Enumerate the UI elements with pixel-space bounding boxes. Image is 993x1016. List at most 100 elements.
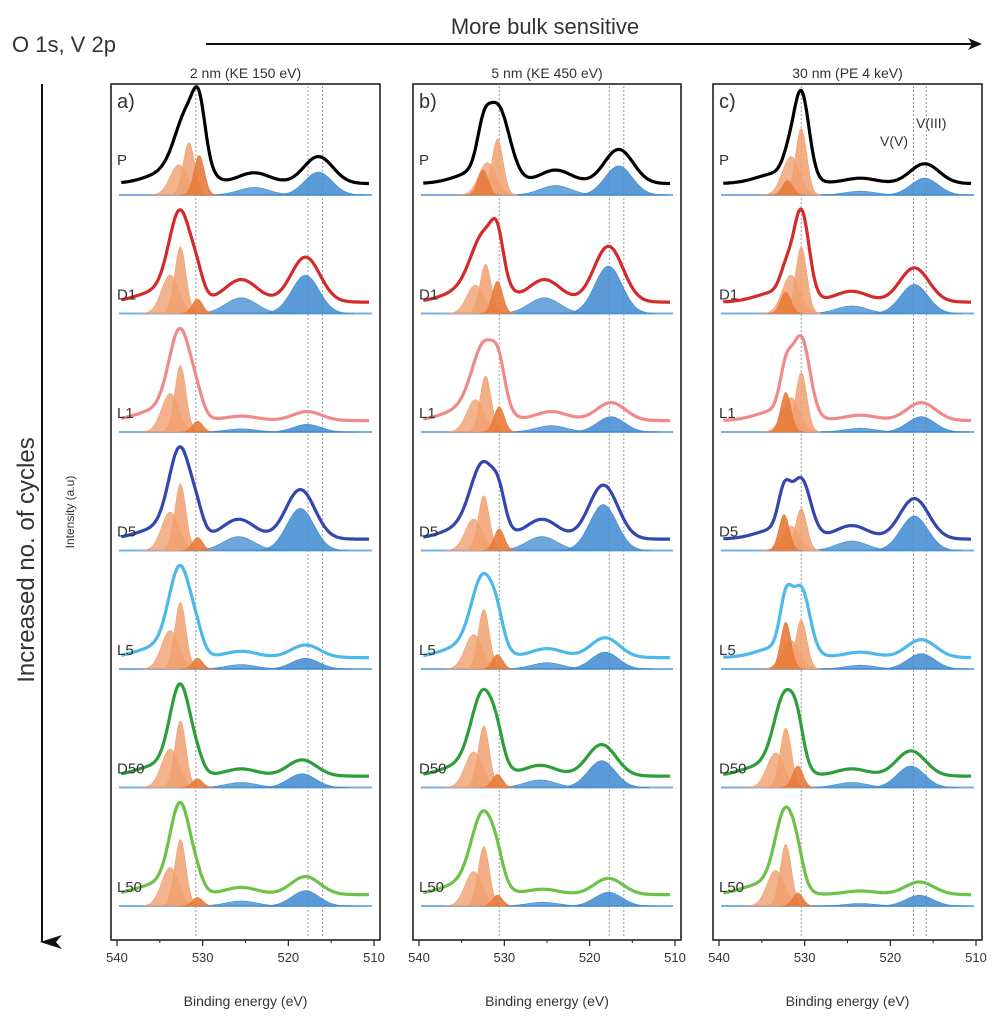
v2p-satellite-component — [806, 903, 915, 907]
series-label: D5 — [419, 524, 438, 541]
x-axis-label: Binding energy (eV) — [184, 993, 308, 1009]
x-tick-label: 520 — [579, 950, 601, 965]
spectrum-line — [422, 459, 671, 541]
spectrum-line — [722, 334, 972, 423]
spectrum-line — [722, 88, 972, 186]
spectrum-line — [120, 326, 370, 423]
intensity-axis-label: Intensity (a.u) — [63, 476, 77, 549]
series-label: D50 — [117, 761, 145, 778]
x-tick-label: 530 — [192, 950, 214, 965]
spectrum-D1: D1 — [117, 208, 372, 315]
o1s-component-shoulder — [464, 169, 502, 196]
v2p-satellite-component — [806, 664, 915, 670]
panel-2: 30 nm (PE 4 keV) c) V(III) V(V) P D1 L1 D5 L5 D50… — [708, 65, 987, 1009]
spectrum-L50: L50 — [419, 809, 673, 907]
o1s-component-shoulder — [481, 528, 518, 551]
o1s-component-shoulder — [179, 657, 216, 670]
o1s-component-shoulder — [767, 391, 805, 433]
series-label: D5 — [719, 524, 738, 541]
o1s-component-shoulder — [779, 765, 816, 788]
series-label: L5 — [719, 642, 736, 659]
annotation-v5: V(V) — [880, 133, 908, 149]
spectrum-line — [120, 563, 370, 660]
spectrum-D1: D1 — [419, 216, 673, 315]
v2p-component — [259, 424, 356, 433]
spectrum-line — [120, 208, 370, 304]
o1s-component-shoulder — [767, 621, 805, 670]
series-label: D50 — [719, 761, 747, 778]
spectrum-L5: L5 — [419, 571, 673, 670]
spectrum-D1: D1 — [719, 207, 974, 315]
series-label: L50 — [117, 879, 142, 896]
spectrum-line — [120, 682, 370, 778]
series-label: P — [419, 152, 429, 169]
spectrum-line — [120, 85, 370, 186]
o1s-component-shoulder — [180, 154, 218, 196]
v2p-component — [871, 895, 968, 907]
spectrum-line — [422, 216, 671, 304]
v2p-component — [257, 658, 354, 670]
v2p-satellite-component — [501, 185, 610, 196]
series-label: L1 — [419, 405, 436, 422]
series-label: D1 — [719, 287, 738, 304]
spectrum-line — [422, 100, 671, 186]
spectrum-D50: D50 — [117, 682, 372, 789]
o1s-component-shoulder — [479, 774, 516, 788]
series-label: D1 — [419, 287, 438, 304]
spectrum-line — [422, 338, 671, 423]
o1s-component-shoulder — [480, 406, 518, 433]
v2p-component — [560, 891, 657, 907]
panel-letter: b) — [419, 91, 437, 113]
x-axis-label: Binding energy (eV) — [786, 993, 910, 1009]
x-tick-label: 510 — [363, 950, 385, 965]
x-tick-label: 530 — [493, 950, 515, 965]
o1s-component-shoulder — [179, 298, 216, 314]
v2p-component — [560, 265, 657, 314]
spectrum-line — [422, 571, 671, 660]
spectrum-D50: D50 — [719, 687, 974, 789]
spectrum-P: P — [419, 100, 673, 196]
series-label: L5 — [419, 642, 436, 659]
o1s-component-shoulder — [767, 291, 804, 314]
o1s-component-shoulder — [765, 514, 803, 551]
spectrum-line — [722, 207, 972, 304]
spectrum-L1: L1 — [419, 338, 673, 433]
v2p-component — [866, 284, 963, 314]
series-label: L1 — [719, 405, 736, 422]
spectrum-line — [722, 475, 972, 541]
x-tick-label: 530 — [794, 950, 816, 965]
spectrum-line — [722, 687, 972, 778]
spectrum-line — [120, 800, 370, 897]
o1s-component-shoulder — [479, 894, 516, 907]
series-label: L1 — [117, 405, 134, 422]
x-tick-label: 540 — [106, 950, 128, 965]
spectrum-L50: L50 — [719, 805, 974, 907]
top-arrow-label: More bulk sensitive — [451, 14, 639, 39]
spectrum-L5: L5 — [117, 563, 372, 670]
panel-0: 2 nm (KE 150 eV) a) P D1 L1 D5 L5 D50 L50 540 530 5… — [106, 65, 385, 1009]
spectrum-L50: L50 — [117, 800, 372, 907]
x-tick-label: 510 — [664, 950, 686, 965]
panel-title: 5 nm (KE 450 eV) — [491, 65, 602, 81]
v2p-satellite-component — [806, 190, 915, 196]
spectrum-D50: D50 — [419, 687, 673, 789]
spectrum-line — [422, 809, 671, 897]
o1s-component-shoulder — [179, 897, 216, 907]
v2p-component — [252, 508, 349, 551]
o1s-component-shoulder — [179, 420, 216, 433]
spectrum-D5: D5 — [719, 475, 974, 552]
panel-title: 2 nm (KE 150 eV) — [190, 65, 301, 81]
o1s-component-shoulder — [479, 654, 516, 670]
spectrum-L5: L5 — [719, 582, 974, 670]
series-label: L5 — [117, 642, 134, 659]
spectrum-line — [722, 805, 972, 897]
series-label: L50 — [719, 879, 744, 896]
v2p-component — [555, 504, 652, 551]
panel-1: 5 nm (KE 450 eV) b) P D1 L1 D5 L5 D50 L50 540 530 5… — [408, 65, 686, 1009]
spectrum-line — [422, 687, 671, 778]
series-label: D5 — [117, 524, 136, 541]
top-label: O 1s, V 2p — [12, 32, 116, 57]
panel-frame — [110, 83, 381, 941]
